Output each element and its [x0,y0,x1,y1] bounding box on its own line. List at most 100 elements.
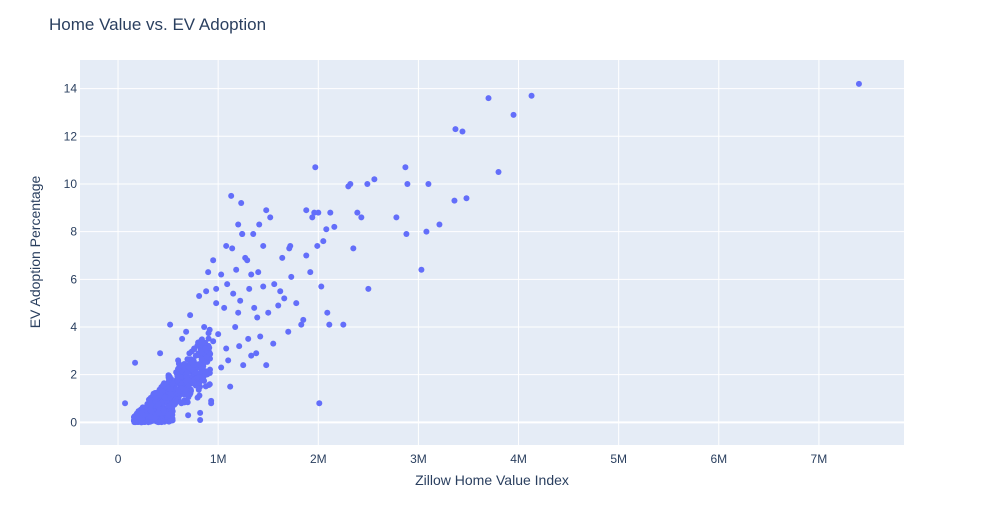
x-tick-label: 7M [811,452,828,466]
data-point [402,164,409,171]
data-point [175,388,182,395]
data-point [203,354,210,361]
data-point [326,321,333,328]
data-point [175,372,182,379]
data-point [236,343,243,350]
data-point [251,304,258,311]
data-point [215,331,222,338]
data-point [238,200,245,207]
data-point [303,252,310,259]
data-point [248,352,255,359]
data-point [148,408,155,415]
data-point [152,415,159,422]
x-tick-label: 2M [310,452,327,466]
data-point [300,316,307,323]
data-point [350,245,357,252]
data-point [451,197,458,204]
data-point [218,271,225,278]
data-point [145,419,152,426]
data-point [206,381,213,388]
data-point [199,375,206,382]
data-point [203,288,210,295]
data-point [155,401,162,408]
data-point [233,266,240,273]
data-point [323,226,330,233]
data-point [248,271,255,278]
data-point [221,304,228,311]
y-tick-label: 2 [70,368,77,382]
chart-title: Home Value vs. EV Adoption [49,15,266,34]
data-point [256,221,263,228]
data-point [185,412,192,419]
data-point [229,245,236,252]
data-point [250,231,257,238]
data-point [855,80,862,87]
data-point [260,283,267,290]
y-tick-label: 14 [64,82,78,96]
data-point [288,273,295,280]
data-point [281,295,288,302]
data-point [174,377,181,384]
data-point [309,214,316,221]
data-point [254,314,261,321]
data-point [184,399,191,406]
data-point [179,335,186,342]
data-point [224,281,231,288]
data-point [122,400,129,407]
data-point [245,335,252,342]
data-point [364,180,371,187]
data-point [246,285,253,292]
x-tick-label: 6M [710,452,727,466]
data-point [218,364,225,371]
data-point [459,128,466,135]
data-point [160,382,167,389]
data-point [279,254,286,261]
data-point [365,285,372,292]
data-point [303,207,310,214]
data-point [199,339,206,346]
data-point [371,176,378,183]
data-point [425,180,432,187]
data-point [160,407,167,414]
data-point [183,328,190,335]
data-point [298,321,305,328]
data-point [205,335,212,342]
data-point [239,231,246,238]
data-point [253,350,260,357]
y-tick-label: 0 [70,415,77,429]
data-point [202,345,209,352]
data-point [167,321,174,328]
data-point [157,350,164,357]
data-point [528,92,535,99]
x-tick-label: 0 [115,452,122,466]
data-point [235,221,242,228]
x-tick-label: 5M [610,452,627,466]
data-point [196,293,203,300]
data-point [260,242,267,249]
data-point [320,238,327,245]
data-point [418,266,425,273]
data-point [187,312,194,319]
data-point [263,362,270,369]
data-points [122,80,862,426]
data-point [495,169,502,176]
data-point [316,400,323,407]
data-point [293,300,300,307]
data-point [196,361,202,368]
y-tick-label: 10 [64,177,78,191]
data-point [183,378,190,385]
y-tick-label: 4 [70,320,77,334]
data-point [345,183,352,190]
y-axis-title: EV Adoption Percentage [27,176,43,329]
data-point [202,359,209,366]
data-point [312,164,319,171]
data-point [327,209,334,216]
data-point [270,340,277,347]
data-point [132,418,139,425]
data-point [463,195,470,202]
data-point [228,192,235,199]
data-point [265,309,272,316]
data-point [324,309,331,316]
data-point [223,242,230,249]
